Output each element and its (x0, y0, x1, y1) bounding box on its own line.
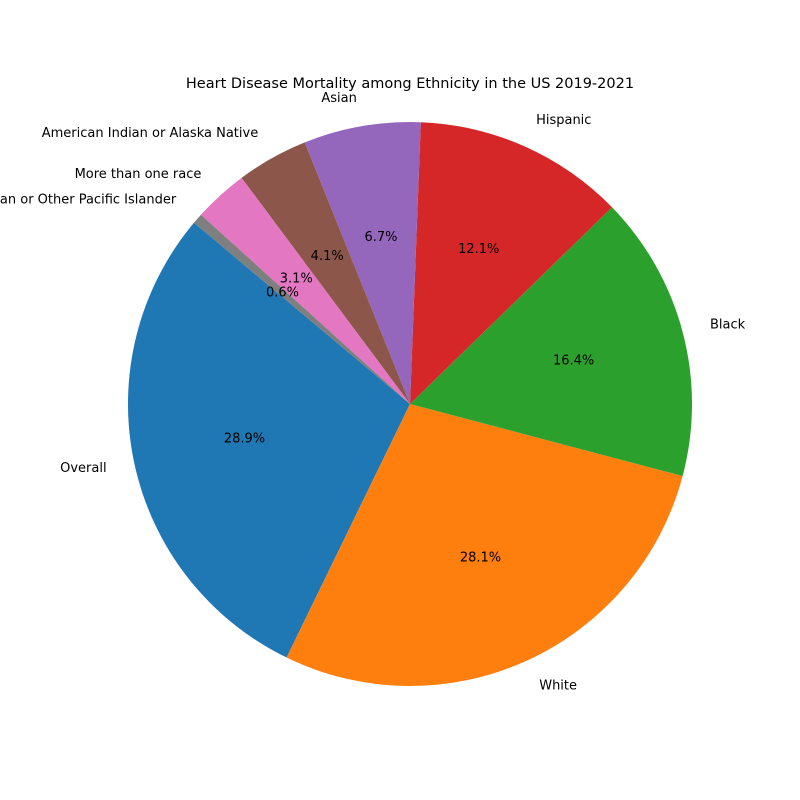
slice-label-black: Black (710, 318, 746, 333)
pie-labels: Overall 28.9% White 28.1% Black 16.4% Hispanic… (0, 91, 746, 694)
slice-label-more-than-one-race: More than one race (75, 167, 202, 182)
pie-slice-hispanic (410, 122, 613, 404)
chart-title: Heart Disease Mortality among Ethnicity … (186, 76, 634, 92)
slice-label-white: White (539, 678, 577, 693)
slice-pct-overall: 28.9% (224, 432, 265, 447)
slice-pct-more-than-one-race: 3.1% (280, 271, 313, 286)
slice-pct-american-indian-or-alaska-native: 4.1% (311, 249, 344, 264)
slice-pct-native-hawaiian-or-other-pacific-islander: 0.6% (266, 285, 299, 300)
pie-slice-native-hawaiian-or-other-pacific-islander (193, 214, 410, 404)
slice-pct-hispanic: 12.1% (458, 242, 499, 257)
pie-slice-overall (127, 222, 410, 658)
pie-slices (127, 122, 692, 686)
pie-slice-asian (304, 122, 421, 404)
pie-slice-more-than-one-race (200, 177, 410, 404)
slice-label-hispanic: Hispanic (536, 113, 591, 128)
slice-pct-black: 16.4% (553, 354, 594, 369)
pie-slice-white (286, 404, 683, 686)
pie-slice-american-indian-or-alaska-native (241, 142, 410, 404)
slice-label-american-indian-or-alaska-native: American Indian or Alaska Native (42, 126, 258, 141)
slice-pct-asian: 6.7% (365, 230, 398, 245)
pie-slice-black (410, 207, 692, 477)
slice-label-asian: Asian (321, 91, 356, 106)
slice-label-native-hawaiian-or-other-pacific-islander: Native Hawaiian or Other Pacific Islande… (0, 193, 177, 208)
slice-pct-white: 28.1% (460, 550, 501, 565)
slice-label-overall: Overall (60, 461, 106, 476)
